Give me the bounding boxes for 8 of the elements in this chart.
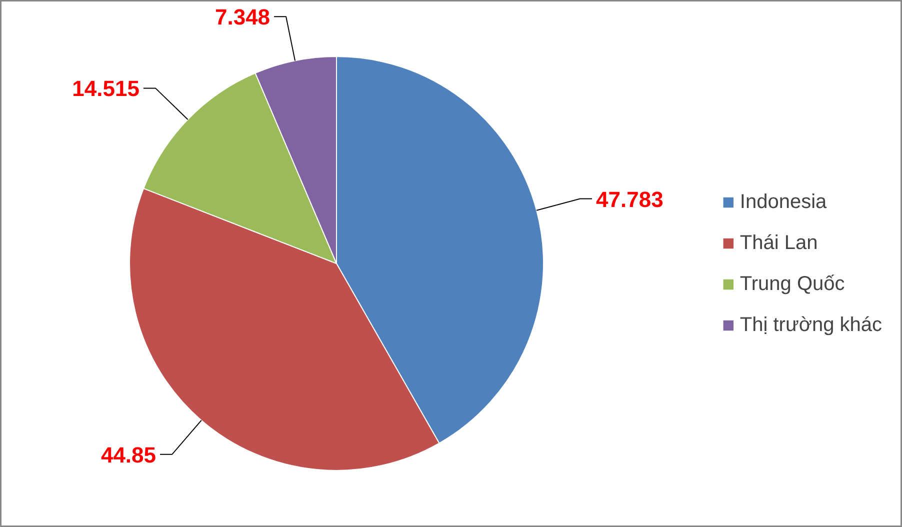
legend-label: Trung Quốc	[740, 272, 845, 296]
legend-label: Thị trường khác	[740, 314, 882, 336]
data-label: 47.783	[596, 186, 664, 212]
legend-label: Indonesia	[740, 190, 827, 214]
data-label: 7.348	[214, 4, 270, 30]
data-label: 44.85	[100, 442, 156, 468]
data-label: 14.515	[72, 76, 140, 102]
legend-label: Thái Lan	[740, 232, 818, 254]
